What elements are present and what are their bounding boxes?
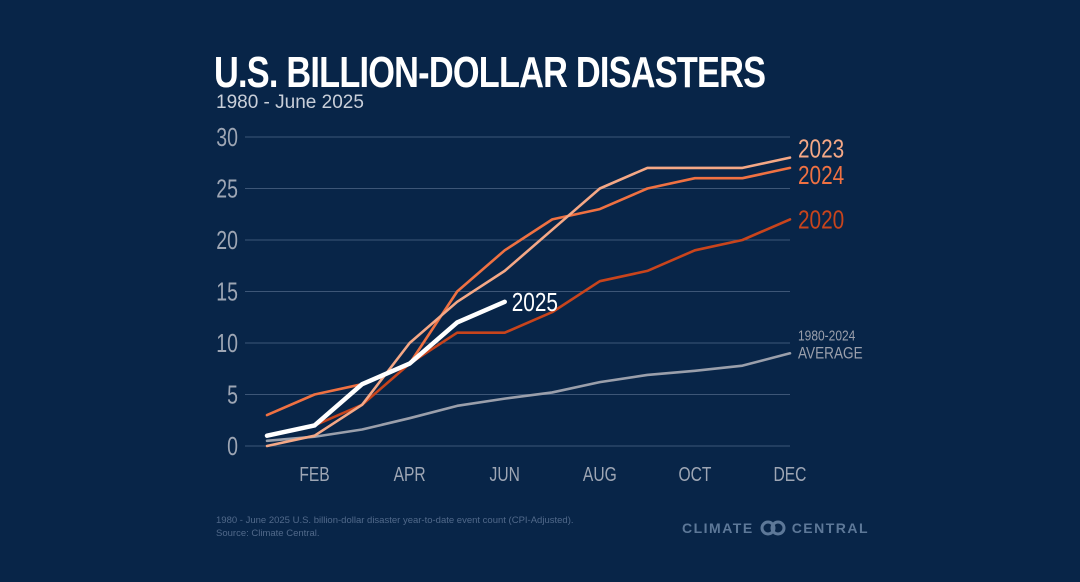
series-label-line: 1980-2024 xyxy=(798,327,856,344)
climate-central-logo: CLIMATE CENTRAL xyxy=(682,520,869,536)
series-line-2020 xyxy=(265,218,792,438)
y-tick-label: 15 xyxy=(216,277,238,306)
logo-rings-icon xyxy=(760,520,786,536)
x-tick-label: FEB xyxy=(299,463,329,485)
y-tick-label: 30 xyxy=(216,122,238,151)
x-tick-label: JUN xyxy=(490,463,520,485)
y-tick-label: 20 xyxy=(216,225,238,254)
series-label-2024: 2024 xyxy=(798,161,844,190)
series-label-line: AVERAGE xyxy=(798,344,863,363)
footnote-line-1: 1980 - June 2025 U.S. billion-dollar dis… xyxy=(216,515,574,526)
series-label-2023: 2023 xyxy=(798,134,844,163)
y-tick-label: 25 xyxy=(216,174,238,203)
y-tick-label: 10 xyxy=(216,328,238,357)
series-label-2020: 2020 xyxy=(798,205,844,234)
footnote-source: Source: Climate Central. xyxy=(216,528,320,539)
series-label-2025: 2025 xyxy=(512,288,558,317)
x-tick-label: OCT xyxy=(678,463,711,485)
series-line-2023 xyxy=(265,156,792,448)
y-tick-label: 0 xyxy=(227,431,238,460)
logo-text-left: CLIMATE xyxy=(682,520,754,536)
chart-title: U.S. BILLION-DOLLAR DISASTERS xyxy=(214,48,766,97)
footnote: 1980 - June 2025 U.S. billion-dollar dis… xyxy=(216,514,574,540)
x-tick-label: DEC xyxy=(774,463,807,485)
chart-subtitle: 1980 - June 2025 xyxy=(216,92,364,113)
series-line-2025 xyxy=(264,299,507,438)
logo-text-right: CENTRAL xyxy=(791,520,870,536)
y-tick-label: 5 xyxy=(227,380,238,409)
x-tick-label: APR xyxy=(394,463,426,485)
series-line-1980-2024-average xyxy=(265,351,792,443)
x-tick-label: AUG xyxy=(583,463,617,485)
series-line-2024 xyxy=(265,166,792,417)
